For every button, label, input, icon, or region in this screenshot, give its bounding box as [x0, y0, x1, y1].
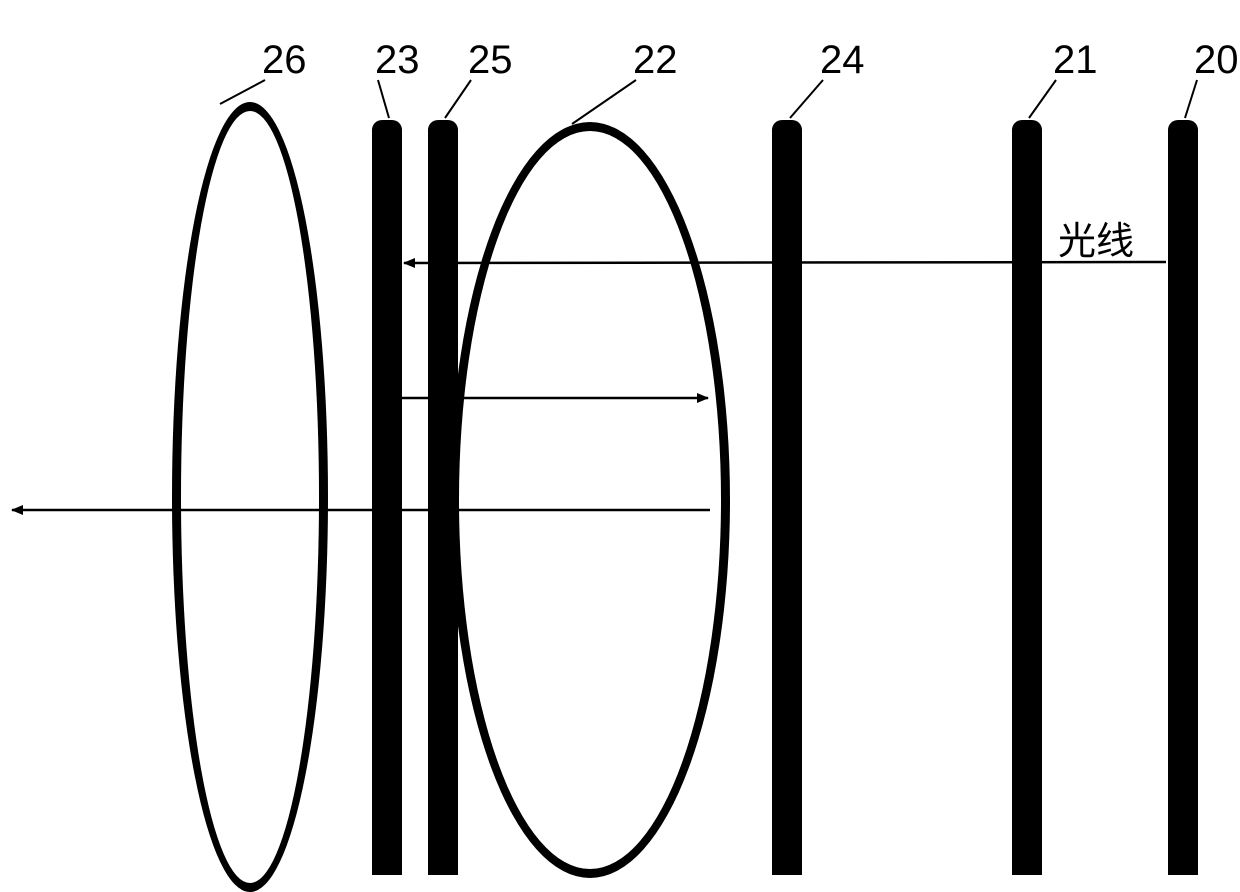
- element-23: [372, 120, 402, 875]
- element-24: [772, 120, 802, 875]
- label-21: 21: [1053, 38, 1098, 83]
- element-20: [1168, 120, 1198, 875]
- label-23: 23: [375, 38, 420, 83]
- label-22: 22: [633, 38, 678, 83]
- label-20: 20: [1194, 38, 1239, 83]
- ray-label: 光线: [1058, 210, 1134, 265]
- label-26: 26: [262, 38, 307, 83]
- label-25: 25: [468, 38, 513, 83]
- lens-22: [450, 122, 730, 878]
- element-25: [428, 120, 458, 875]
- lens-26: [172, 102, 328, 892]
- optical-diagram: 26 23 25 22 24 21 20 光线: [0, 0, 1240, 889]
- label-24: 24: [820, 38, 865, 83]
- element-21: [1012, 120, 1042, 875]
